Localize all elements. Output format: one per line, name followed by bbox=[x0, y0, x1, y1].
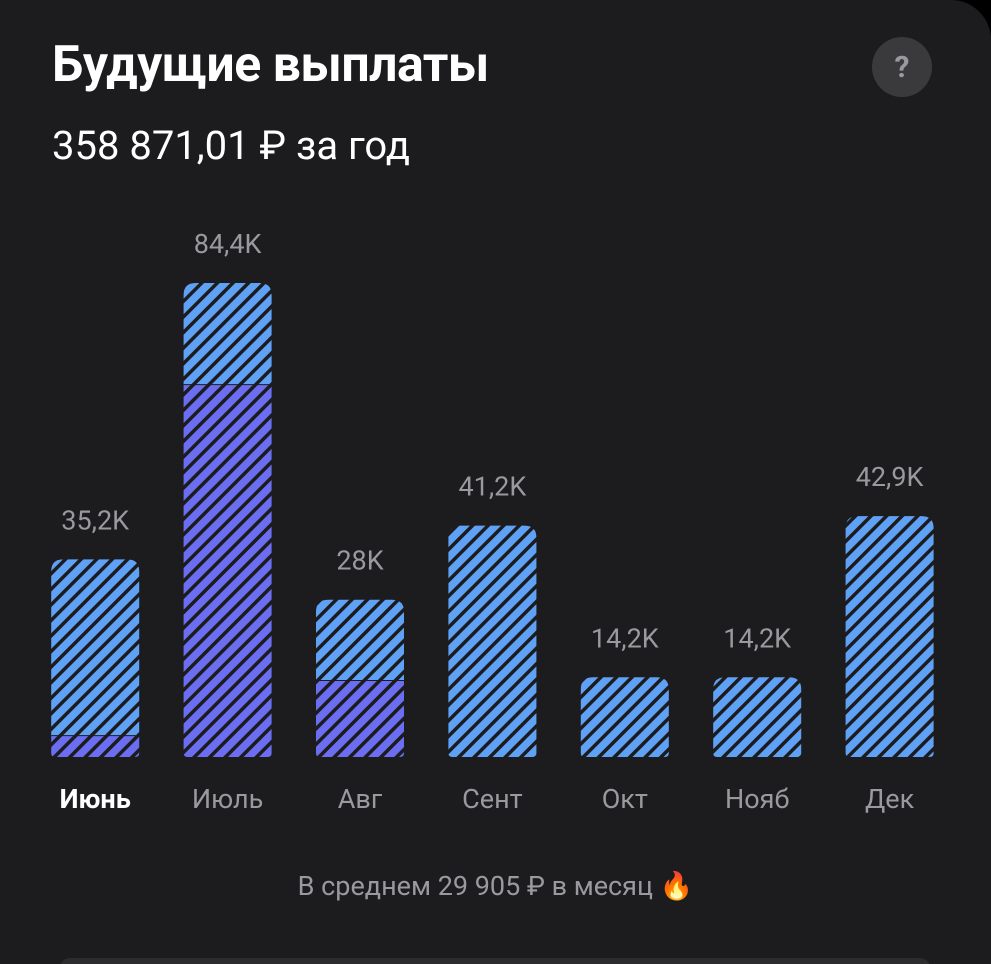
bottom-sheet bbox=[60, 958, 930, 964]
bar-segment bbox=[183, 283, 272, 385]
help-button[interactable]: ? bbox=[872, 37, 932, 97]
x-tick-label: Июль bbox=[192, 783, 263, 815]
value-label: 84,4K bbox=[194, 228, 262, 260]
value-label: 28K bbox=[336, 545, 383, 577]
value-label: 41,2K bbox=[459, 471, 527, 503]
bar-segment bbox=[316, 680, 404, 757]
x-tick-label: Авг bbox=[338, 783, 383, 815]
bar-segment bbox=[316, 599, 404, 681]
x-tick-label: Дек bbox=[865, 783, 915, 815]
bar-segment bbox=[448, 525, 537, 757]
bar-segment bbox=[183, 384, 272, 757]
bar-segment bbox=[51, 559, 140, 736]
bar-segment bbox=[51, 735, 140, 757]
footer: В среднем 29 905 ₽ в месяц 🔥 bbox=[297, 870, 694, 902]
subtitle: 358 871,01 ₽ за год bbox=[52, 122, 410, 169]
value-label: 42,9K bbox=[856, 461, 924, 493]
x-tick-label: Июнь bbox=[60, 783, 131, 815]
title: Будущие выплаты bbox=[52, 36, 489, 94]
bar-segment bbox=[580, 677, 669, 757]
value-label: 35,2K bbox=[61, 504, 129, 536]
x-tick-label: Окт bbox=[602, 783, 648, 815]
x-tick-label: Нояб bbox=[725, 783, 789, 815]
bar-segment bbox=[845, 516, 934, 757]
value-label: 14,2K bbox=[591, 622, 659, 654]
x-tick-label: Сент bbox=[462, 783, 522, 815]
value-label: 14,2K bbox=[723, 622, 791, 654]
bar-segment bbox=[713, 677, 802, 757]
